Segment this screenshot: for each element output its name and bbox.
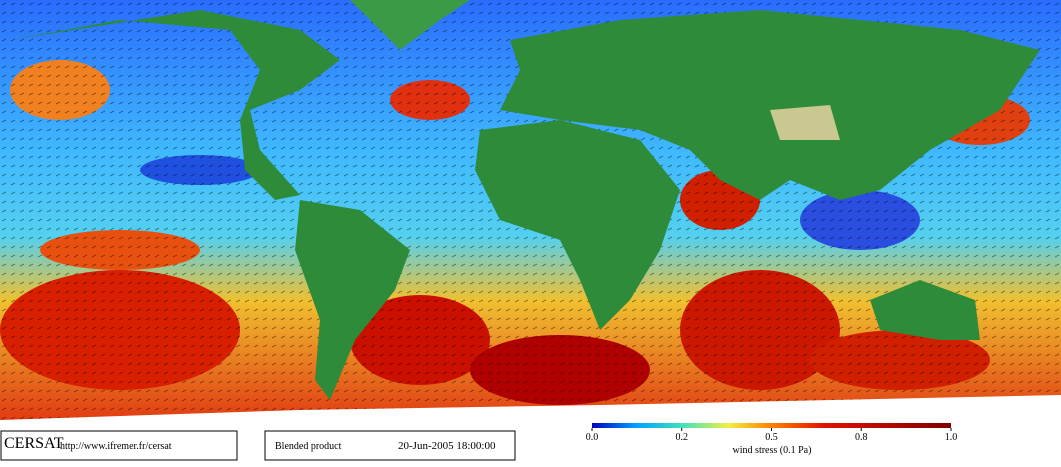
colorbar-ticks: 0.0 0.2 0.5 0.8 1.0 [586, 428, 958, 443]
product-box [264, 430, 516, 461]
colorbar-tick-label: 1.0 [945, 432, 958, 443]
colorbar-tick-label: 0.8 [855, 432, 868, 443]
url: http://www.ifremer.fr/cersat [60, 441, 172, 452]
date: 20-Jun-2005 18:00:00 [398, 440, 496, 452]
colorbar-tick-label: 0.5 [765, 432, 778, 443]
colorbar [592, 423, 951, 428]
colorbar-tick-label: 0.2 [676, 432, 689, 443]
credit-box [0, 430, 238, 461]
colorbar-tick-label: 0.0 [586, 432, 599, 443]
product: Blended product [275, 441, 342, 452]
logo: CERSAT [4, 435, 64, 452]
colorbar-label: wind stress (0.1 Pa) [733, 445, 812, 456]
map-background [0, 0, 1061, 430]
